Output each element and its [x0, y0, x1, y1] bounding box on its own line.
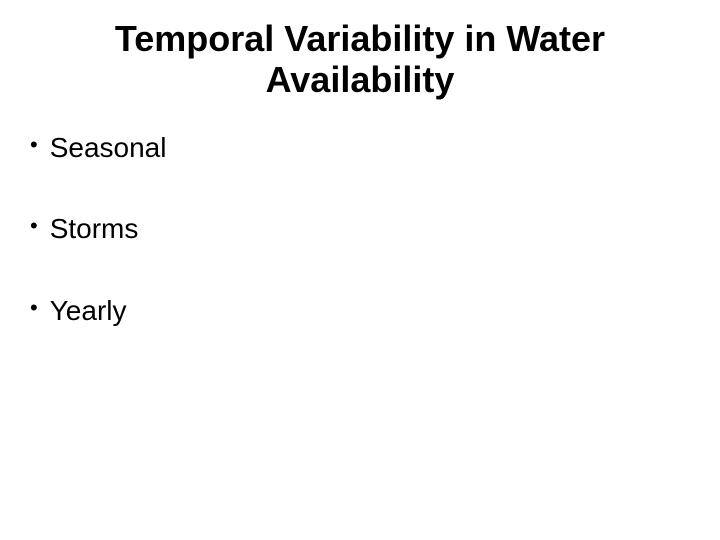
bullet-text: Storms [50, 212, 139, 246]
bullet-marker-icon: • [30, 294, 38, 323]
bullet-marker-icon: • [30, 131, 38, 160]
list-item: • Seasonal [30, 131, 720, 165]
slide-title-line1: Temporal Variability in Water [60, 18, 660, 59]
slide-title: Temporal Variability in Water Availabili… [0, 18, 720, 101]
bullet-text: Yearly [50, 294, 127, 328]
bullet-marker-icon: • [30, 212, 38, 241]
slide-title-line2: Availability [60, 59, 660, 100]
list-item: • Yearly [30, 294, 720, 328]
list-item: • Storms [30, 212, 720, 246]
bullet-text: Seasonal [50, 131, 167, 165]
slide-container: Temporal Variability in Water Availabili… [0, 0, 720, 540]
bullet-list: • Seasonal • Storms • Yearly [0, 131, 720, 328]
